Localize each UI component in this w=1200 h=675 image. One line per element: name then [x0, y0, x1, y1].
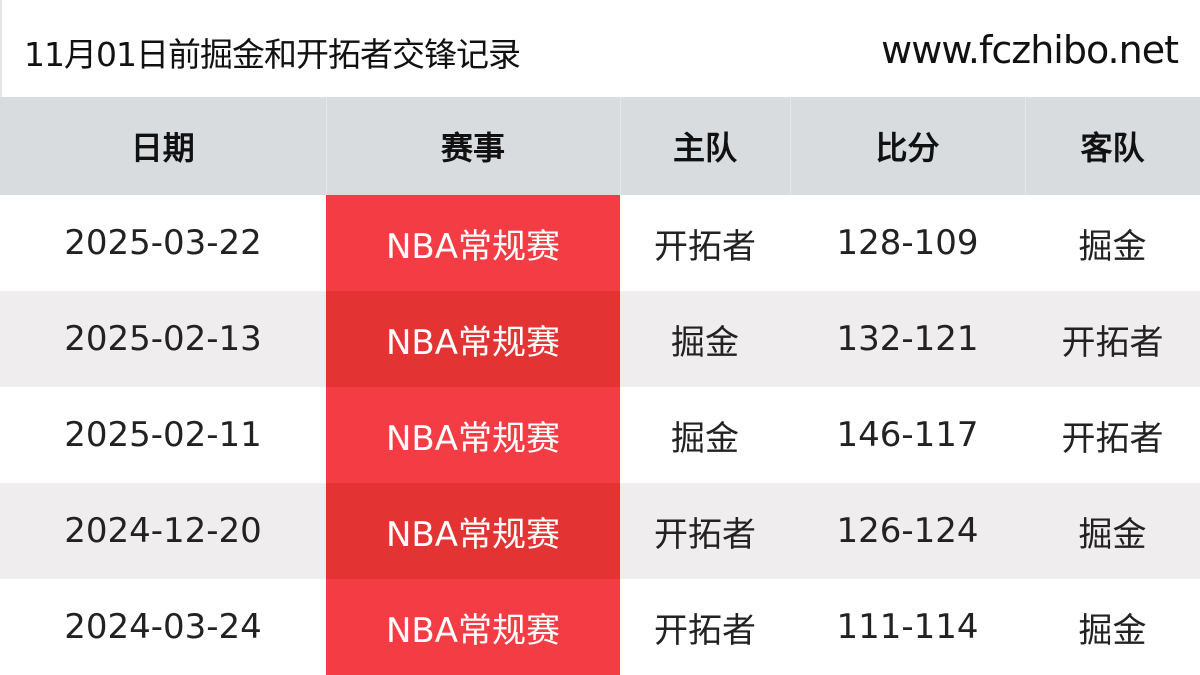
home-team-cell: 掘金 [671, 418, 739, 459]
column-header-away: 客队 [1025, 97, 1200, 195]
date-cell: 2024-12-20 [0, 483, 326, 579]
away-team-cell: 开拓者 [1061, 418, 1164, 459]
competition-cell: NBA常规赛 [326, 195, 620, 291]
home-team-cell: 开拓者 [654, 610, 756, 651]
score-cell: 126-124 [790, 483, 1025, 579]
date-cell: 2025-02-13 [0, 291, 326, 387]
competition-cell: NBA常规赛 [326, 579, 620, 675]
score-cell: 132-121 [790, 291, 1025, 387]
date-cell: 2024-03-24 [64, 607, 262, 647]
table-header-row: 日期 赛事 主队 比分 客队 [0, 97, 1200, 195]
home-team-cell: 开拓者 [654, 226, 756, 267]
table-row: 2025-02-13 NBA常规赛 掘金 132-121 开拓者 [0, 291, 1200, 387]
away-team-cell: 开拓者 [1025, 291, 1200, 387]
date-cell: 2025-03-22 [64, 223, 262, 263]
column-header-score: 比分 [790, 97, 1026, 195]
away-team-cell: 掘金 [1078, 610, 1147, 651]
away-team-cell: 掘金 [1078, 226, 1147, 267]
home-team-cell: 开拓者 [620, 483, 790, 579]
competition-cell: NBA常规赛 [326, 483, 620, 579]
header-bar: 11月01日前掘金和开拓者交锋记录 www.fczhibo.net [0, 0, 1200, 97]
date-cell: 2025-02-11 [64, 415, 262, 455]
site-url[interactable]: www.fczhibo.net [881, 28, 1179, 72]
table-row: 2025-03-22 NBA常规赛 开拓者 128-109 掘金 [0, 195, 1200, 291]
table-row: 2024-03-24 NBA常规赛 开拓者 111-114 掘金 [0, 579, 1200, 675]
home-team-cell: 掘金 [620, 291, 790, 387]
away-team-cell: 掘金 [1025, 483, 1200, 579]
table-row: 2025-02-11 NBA常规赛 掘金 146-117 开拓者 [0, 387, 1200, 483]
competition-cell: NBA常规赛 [326, 291, 620, 387]
column-header-competition: 赛事 [326, 97, 621, 195]
match-history-table: 日期 赛事 主队 比分 客队 2025-03-22 NBA常规赛 开拓者 128-10… [0, 97, 1200, 675]
score-cell: 111-114 [836, 607, 979, 647]
column-header-date: 日期 [0, 97, 327, 195]
table-row: 2024-12-20 NBA常规赛 开拓者 126-124 掘金 [0, 483, 1200, 579]
score-cell: 128-109 [836, 223, 979, 263]
score-cell: 146-117 [836, 415, 979, 455]
page-title: 11月01日前掘金和开拓者交锋记录 [24, 35, 521, 74]
competition-cell: NBA常规赛 [326, 387, 620, 483]
column-header-home: 主队 [620, 97, 791, 195]
